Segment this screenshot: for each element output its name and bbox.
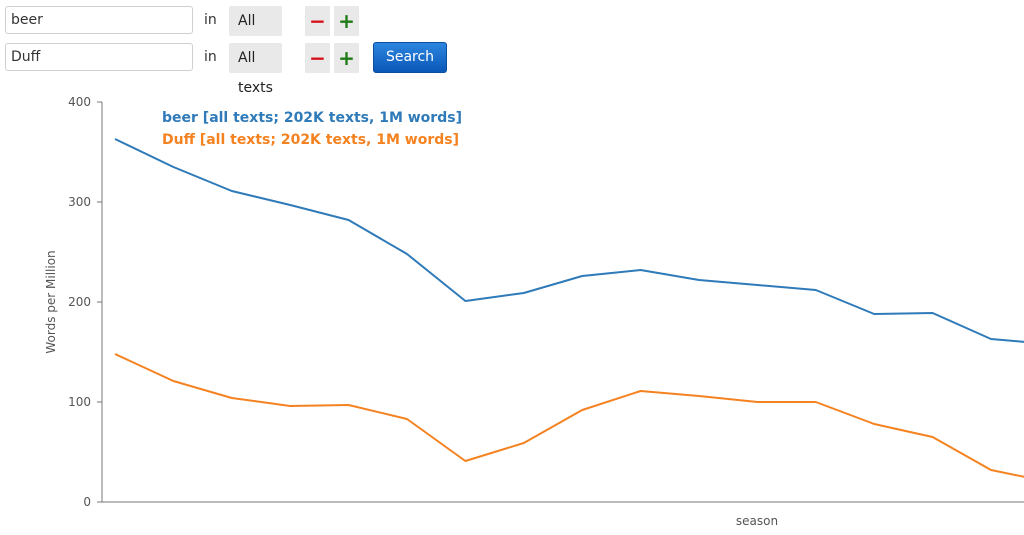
remove-row-icon[interactable]: − bbox=[305, 6, 330, 36]
term-input-2[interactable] bbox=[5, 43, 193, 71]
y-tick-label: 100 bbox=[68, 395, 91, 409]
series-line-duff bbox=[114, 353, 1024, 478]
term-input-1[interactable] bbox=[5, 6, 193, 34]
search-button[interactable]: Search bbox=[373, 42, 447, 73]
series-layer bbox=[114, 138, 1024, 478]
y-axis-label: Words per Million bbox=[44, 250, 58, 353]
legend: beer [all texts; 202K texts, 1M words] Du… bbox=[162, 110, 462, 148]
series-line-beer bbox=[114, 138, 1024, 343]
y-tick-label: 200 bbox=[68, 295, 91, 309]
remove-row-icon[interactable]: − bbox=[305, 43, 330, 73]
x-axis-label: season bbox=[736, 514, 778, 528]
line-chart: 0 100 200 300 400 beer [all texts; 202K text… bbox=[44, 95, 1024, 528]
in-label-2: in bbox=[204, 49, 217, 65]
legend-entry-beer[interactable]: beer [all texts; 202K texts, 1M words] bbox=[162, 110, 462, 126]
corpus-select-2[interactable]: All texts bbox=[229, 43, 282, 96]
y-axis: 0 100 200 300 400 bbox=[68, 95, 103, 509]
y-tick-label: 400 bbox=[68, 95, 91, 109]
y-tick-label: 300 bbox=[68, 195, 91, 209]
in-label-1: in bbox=[204, 12, 217, 28]
y-tick-label: 0 bbox=[83, 495, 91, 509]
add-row-icon[interactable]: + bbox=[334, 6, 359, 36]
add-row-icon[interactable]: + bbox=[334, 43, 359, 73]
legend-entry-duff[interactable]: Duff [all texts; 202K texts, 1M words] bbox=[162, 132, 459, 148]
corpus-select-1[interactable]: All texts bbox=[229, 6, 282, 59]
